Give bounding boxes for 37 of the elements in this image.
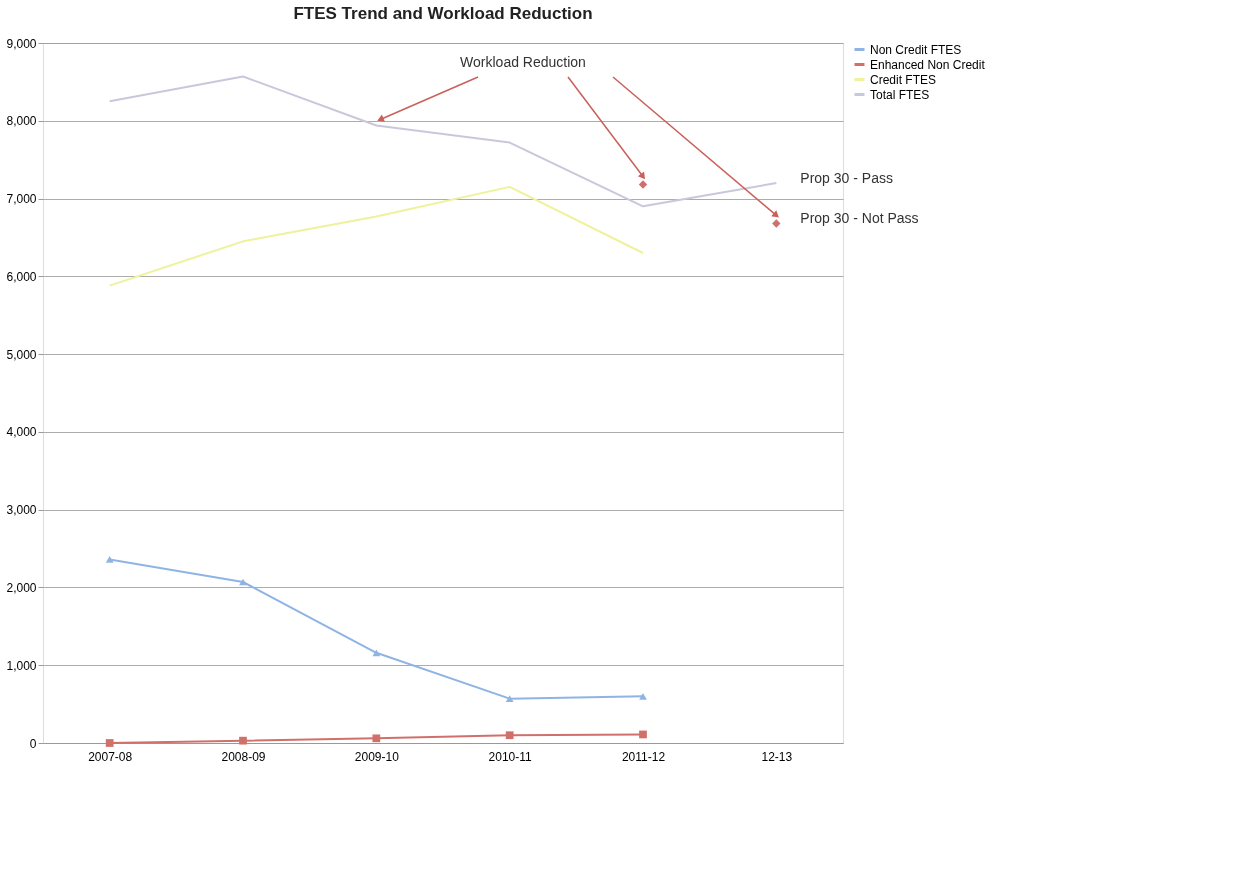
x-tick-label: 2010-11	[488, 749, 533, 764]
x-tick-label: 2011-12	[621, 749, 666, 764]
annotation: Workload Reduction	[460, 54, 586, 70]
x-tick-label: 12-13	[761, 749, 793, 764]
y-tick-label: 8,000	[6, 114, 37, 129]
annotation: Prop 30 - Pass	[800, 170, 893, 186]
x-tick-label: 2009-10	[354, 749, 400, 764]
point	[639, 692, 647, 700]
point	[372, 734, 381, 743]
x-tick-label: 2008-09	[221, 749, 266, 764]
point	[772, 219, 781, 228]
y-tick-label: 5,000	[6, 347, 37, 362]
legend-label: Credit FTES	[870, 72, 937, 87]
y-tick-label: 4,000	[6, 425, 37, 440]
y-tick-label: 1,000	[6, 658, 37, 673]
y-tick-label: 0	[29, 736, 37, 751]
y-tick-label: 2,000	[6, 580, 37, 595]
line-series	[108, 75, 778, 208]
annotation: Prop 30 - Not Pass	[800, 210, 919, 227]
point	[505, 731, 514, 740]
y-tick-label: 7,000	[6, 192, 37, 207]
point	[638, 180, 648, 189]
point	[372, 649, 381, 657]
legend-label: Total FTES	[870, 87, 930, 102]
y-tick-label: 6,000	[6, 269, 37, 284]
chart-title: FTES Trend and Workload Reduction	[293, 4, 593, 23]
point	[639, 730, 647, 739]
line-series	[108, 185, 644, 287]
x-tick-label: 2007-08	[88, 749, 133, 764]
point	[105, 556, 114, 563]
y-tick-label: 9,000	[6, 36, 37, 51]
legend-label: Non Credit FTES	[870, 42, 962, 57]
point	[105, 739, 114, 747]
y-tick-label: 3,000	[6, 503, 37, 518]
point	[505, 695, 514, 703]
legend-label: Enhanced Non Credit	[870, 57, 986, 72]
point	[239, 736, 247, 745]
